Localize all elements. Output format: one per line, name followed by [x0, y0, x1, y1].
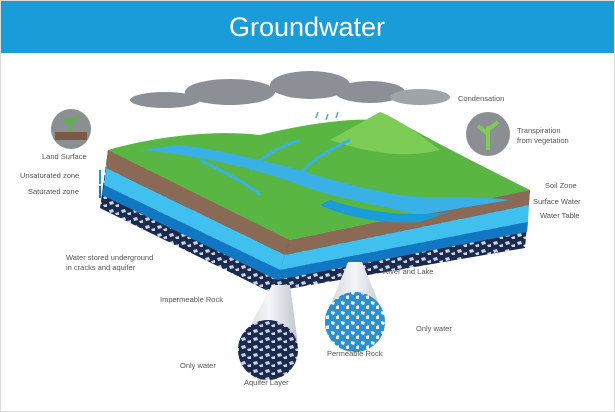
label: Water stored underground	[66, 253, 153, 262]
soil	[55, 132, 87, 140]
label: Land Surface	[42, 152, 87, 161]
title-bar	[1, 1, 614, 53]
plant	[62, 114, 80, 132]
label: Saturated zone	[28, 187, 79, 196]
label: in cracks and aquifer	[66, 263, 136, 272]
label: Transpiration	[517, 126, 561, 135]
ground-block	[100, 112, 530, 292]
label: Unsaturated zone	[20, 171, 79, 180]
plant	[476, 120, 500, 150]
label: Impermeable Rock	[160, 295, 223, 304]
label: Soil Zone	[545, 181, 577, 190]
aquifer-sample	[238, 320, 298, 380]
permeable-sample	[325, 292, 385, 352]
label: Water Table	[540, 211, 580, 220]
label: Condensation	[458, 94, 504, 103]
label: Surface Water	[533, 197, 581, 206]
label: Permeable Rock	[327, 349, 383, 358]
label: Aquifer Layer	[244, 378, 289, 387]
label: Only water	[416, 324, 452, 333]
clouds	[130, 71, 450, 108]
label: River and Lake	[383, 267, 433, 276]
label: Only water	[180, 361, 216, 370]
title: Groundwater	[229, 12, 385, 42]
label: from vegetation	[517, 136, 569, 145]
